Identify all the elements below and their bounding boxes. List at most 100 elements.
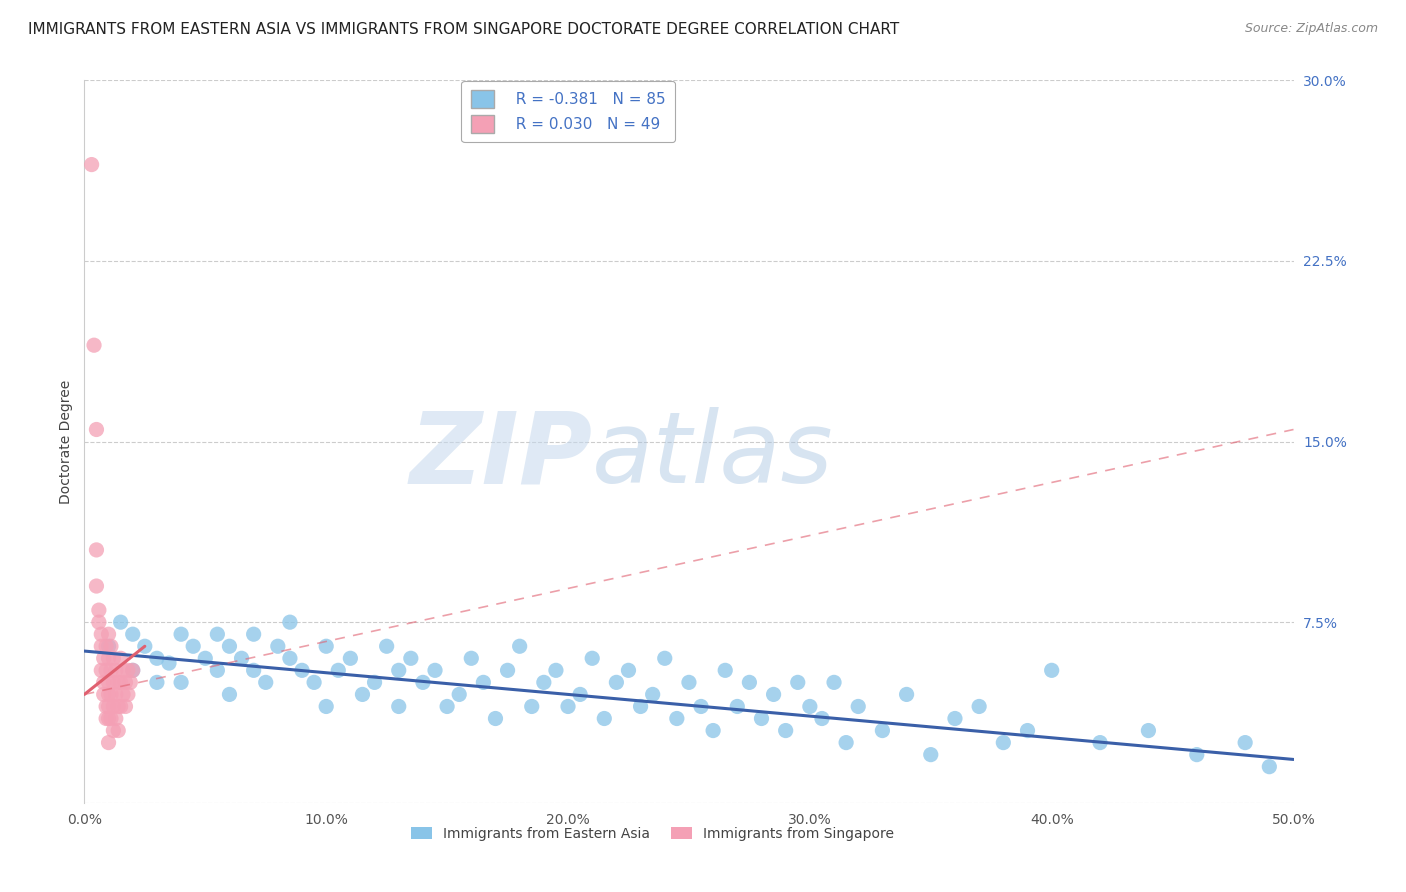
- Point: [170, 627, 193, 641]
- Point: [278, 651, 301, 665]
- Point: [1185, 747, 1208, 762]
- Point: [97, 639, 120, 653]
- Point: [97, 675, 120, 690]
- Point: [218, 687, 240, 701]
- Point: [993, 735, 1015, 749]
- Point: [291, 664, 314, 678]
- Point: [702, 723, 724, 738]
- Point: [423, 664, 446, 678]
- Point: [399, 651, 422, 665]
- Point: [352, 687, 374, 701]
- Point: [436, 699, 458, 714]
- Point: [114, 675, 136, 690]
- Point: [751, 712, 773, 726]
- Point: [207, 664, 229, 678]
- Point: [472, 675, 495, 690]
- Point: [678, 675, 700, 690]
- Point: [93, 675, 115, 690]
- Point: [87, 603, 110, 617]
- Point: [846, 699, 869, 714]
- Point: [97, 627, 120, 641]
- Point: [823, 675, 845, 690]
- Point: [107, 699, 129, 714]
- Point: [103, 651, 125, 665]
- Text: ZIP: ZIP: [409, 408, 592, 505]
- Point: [146, 675, 169, 690]
- Point: [544, 664, 567, 678]
- Point: [811, 712, 834, 726]
- Point: [460, 651, 482, 665]
- Point: [315, 639, 337, 653]
- Point: [799, 699, 821, 714]
- Point: [690, 699, 713, 714]
- Point: [339, 651, 361, 665]
- Point: [605, 675, 627, 690]
- Point: [112, 687, 135, 701]
- Point: [194, 651, 217, 665]
- Point: [375, 639, 398, 653]
- Point: [87, 615, 110, 630]
- Point: [100, 664, 122, 678]
- Point: [775, 723, 797, 738]
- Point: [254, 675, 277, 690]
- Point: [630, 699, 652, 714]
- Point: [94, 639, 117, 653]
- Point: [107, 723, 129, 738]
- Point: [103, 699, 125, 714]
- Point: [725, 699, 748, 714]
- Point: [100, 687, 122, 701]
- Point: [896, 687, 918, 701]
- Point: [86, 579, 108, 593]
- Point: [302, 675, 325, 690]
- Point: [107, 675, 129, 690]
- Point: [363, 675, 385, 690]
- Point: [110, 699, 132, 714]
- Point: [617, 664, 640, 678]
- Point: [103, 675, 125, 690]
- Point: [665, 712, 688, 726]
- Text: Source: ZipAtlas.com: Source: ZipAtlas.com: [1244, 22, 1378, 36]
- Point: [157, 656, 180, 670]
- Point: [786, 675, 808, 690]
- Point: [80, 157, 103, 171]
- Point: [104, 712, 127, 726]
- Point: [581, 651, 603, 665]
- Point: [449, 687, 471, 701]
- Point: [90, 664, 112, 678]
- Point: [103, 723, 125, 738]
- Point: [94, 664, 117, 678]
- Point: [110, 675, 132, 690]
- Point: [94, 712, 117, 726]
- Point: [93, 687, 115, 701]
- Point: [114, 699, 136, 714]
- Point: [557, 699, 579, 714]
- Point: [242, 664, 264, 678]
- Point: [267, 639, 290, 653]
- Point: [100, 639, 122, 653]
- Point: [104, 687, 127, 701]
- Point: [943, 712, 966, 726]
- Legend: Immigrants from Eastern Asia, Immigrants from Singapore: Immigrants from Eastern Asia, Immigrants…: [406, 822, 900, 847]
- Point: [967, 699, 990, 714]
- Point: [872, 723, 894, 738]
- Point: [117, 664, 139, 678]
- Point: [120, 675, 142, 690]
- Point: [117, 687, 139, 701]
- Point: [90, 639, 112, 653]
- Y-axis label: Doctorate Degree: Doctorate Degree: [59, 379, 73, 504]
- Point: [315, 699, 337, 714]
- Point: [97, 712, 120, 726]
- Point: [100, 712, 122, 726]
- Point: [1017, 723, 1039, 738]
- Point: [654, 651, 676, 665]
- Point: [1234, 735, 1257, 749]
- Point: [509, 639, 531, 653]
- Point: [496, 664, 519, 678]
- Point: [97, 735, 120, 749]
- Point: [520, 699, 543, 714]
- Text: atlas: atlas: [592, 408, 834, 505]
- Point: [569, 687, 592, 701]
- Point: [121, 664, 143, 678]
- Point: [83, 338, 105, 352]
- Point: [533, 675, 555, 690]
